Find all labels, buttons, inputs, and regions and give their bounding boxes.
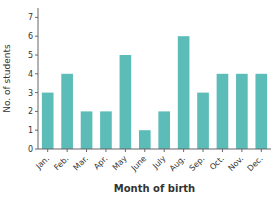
bar (217, 74, 229, 149)
x-tick (164, 149, 165, 152)
chart-container: 0 1 2 3 4 5 6 7 Jan.Feb.Mar.Apr.MayJuneJulyAug.S… (0, 0, 279, 197)
y-tick-label: 7 (28, 13, 33, 22)
y-tick (35, 149, 38, 150)
y-tick (35, 55, 38, 56)
y-tick (35, 130, 38, 131)
x-tick-label: Mar. (72, 154, 90, 172)
x-tick-label: Sep. (188, 154, 207, 173)
x-tick-label: May (111, 154, 129, 172)
x-tick-label: July (150, 154, 167, 171)
x-tick-label: June (129, 154, 148, 173)
bar (197, 93, 209, 149)
chart: 0 1 2 3 4 5 6 7 Jan.Feb.Mar.Apr.MayJuneJulyAug.S… (0, 0, 279, 197)
y-tick (35, 17, 38, 18)
x-tick (222, 149, 223, 152)
y-tick-label: 4 (28, 70, 33, 79)
bar (178, 36, 190, 149)
x-tick-label: Apr. (92, 154, 109, 171)
x-tick-label: Oct. (208, 154, 226, 172)
x-tick (125, 149, 126, 152)
y-tick (35, 36, 38, 37)
bar (158, 111, 170, 149)
x-tick-label: Dec. (246, 154, 265, 173)
bars (42, 36, 267, 149)
y-axis-line (38, 8, 39, 149)
y-tick-label: 1 (28, 126, 33, 135)
bar (255, 74, 267, 149)
bar (120, 55, 132, 149)
y-tick-label: 2 (28, 107, 33, 116)
bar (42, 93, 54, 149)
y-tick-label: 3 (28, 89, 33, 98)
x-tick-label: Aug. (168, 154, 187, 173)
bar (81, 111, 93, 149)
x-tick (183, 149, 184, 152)
x-tick-label: Nov. (227, 154, 246, 173)
bar (139, 130, 151, 149)
x-tick (261, 149, 262, 152)
y-tick-label: 5 (28, 51, 33, 60)
y-tick (35, 111, 38, 112)
x-axis-line (38, 149, 271, 150)
x-tick (105, 149, 106, 152)
y-tick-label: 0 (28, 145, 33, 154)
x-tick-label: Jan. (34, 154, 52, 172)
bar (61, 74, 73, 149)
x-tick (47, 149, 48, 152)
x-tick (241, 149, 242, 152)
y-tick (35, 73, 38, 74)
bar (100, 111, 112, 149)
x-tick (203, 149, 204, 152)
y-tick-label: 6 (28, 32, 33, 41)
y-axis-label: No. of students (2, 44, 12, 113)
x-tick (86, 149, 87, 152)
x-tick (67, 149, 68, 152)
x-tick-label: Feb. (52, 154, 70, 172)
x-axis-label: Month of birth (114, 183, 195, 194)
bar (236, 74, 248, 149)
x-tick (144, 149, 145, 152)
y-tick (35, 92, 38, 93)
